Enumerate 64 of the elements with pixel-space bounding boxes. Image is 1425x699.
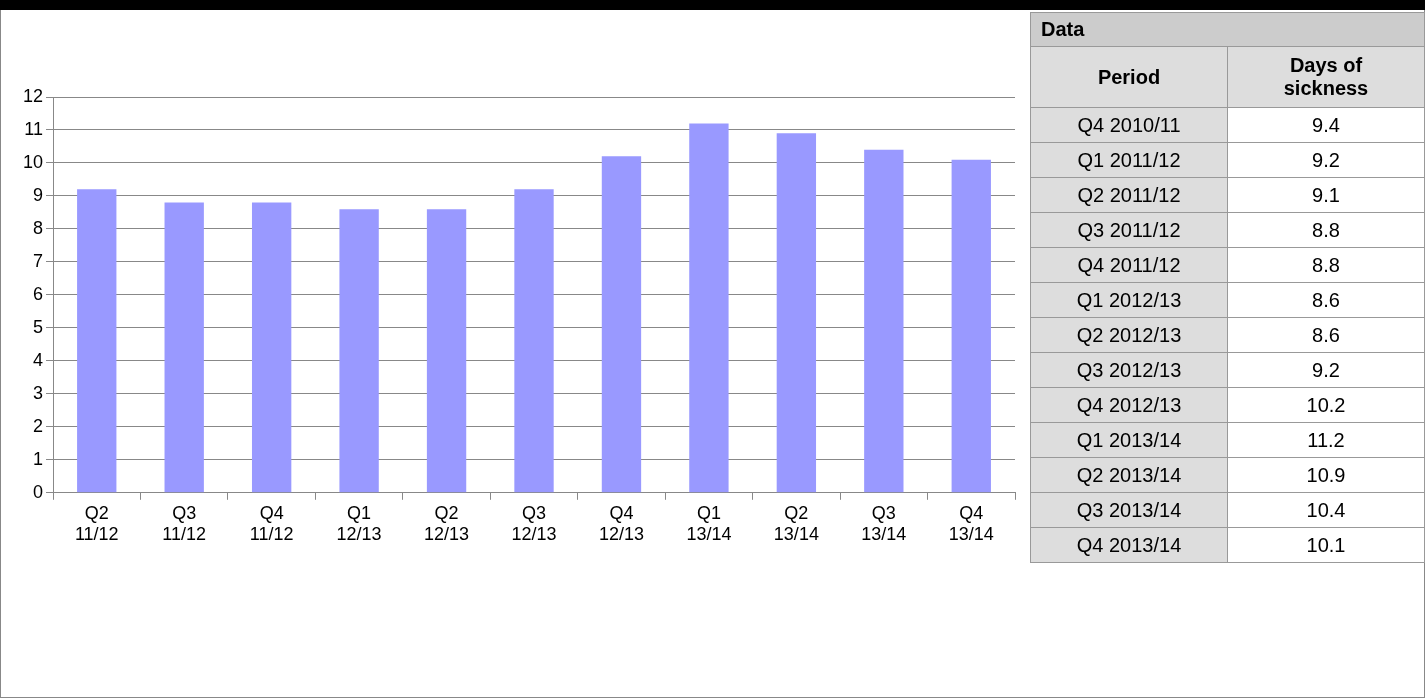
category-label: Q1 2011/12 bbox=[1030, 142, 1228, 178]
category-label: Q3 2011/12 bbox=[1030, 212, 1228, 248]
y-tick-label: 6 bbox=[33, 283, 44, 304]
y-tick-label: 10 bbox=[22, 151, 44, 172]
data-label: 10.4 bbox=[1227, 492, 1425, 528]
category-label: Q3 2013/14 bbox=[1030, 492, 1228, 528]
data-label: 8.8 bbox=[1227, 247, 1425, 283]
y-tick-label: 0 bbox=[33, 481, 44, 502]
bar bbox=[864, 149, 904, 493]
category-label: Q1 2013/14 bbox=[1030, 422, 1228, 458]
bar bbox=[689, 123, 729, 493]
x-tick-label: Q3 12/13 bbox=[511, 502, 557, 545]
y-tick-label: 11 bbox=[24, 118, 44, 139]
data-label: 8.8 bbox=[1227, 212, 1425, 248]
y-tick-label: 5 bbox=[33, 316, 44, 337]
bar bbox=[601, 156, 642, 493]
category-label: Q4 2013/14 bbox=[1030, 527, 1228, 563]
x-tick-label: Q4 12/13 bbox=[598, 502, 644, 545]
data-label: 10.1 bbox=[1227, 527, 1425, 563]
x-tick-label: Q3 13/14 bbox=[861, 502, 907, 545]
category-label: Q2 2012/13 bbox=[1030, 317, 1228, 353]
y-tick-label: 1 bbox=[33, 448, 44, 469]
category-label: Q4 2010/11 bbox=[1030, 107, 1228, 143]
text: Days of sickness bbox=[1227, 46, 1425, 108]
data-label: 10.2 bbox=[1227, 387, 1425, 423]
category-label: Q2 2011/12 bbox=[1030, 177, 1228, 213]
bar bbox=[426, 209, 467, 493]
x-tick-label: Q1 12/13 bbox=[336, 502, 382, 545]
x-tick-label: Q4 11/12 bbox=[249, 502, 294, 545]
text: Data bbox=[1030, 12, 1425, 47]
x-tick-label: Q2 11/12 bbox=[74, 502, 119, 545]
data-label: 8.6 bbox=[1227, 282, 1425, 318]
y-tick-label: 12 bbox=[22, 85, 44, 106]
bar bbox=[339, 209, 379, 493]
y-tick-label: 4 bbox=[33, 349, 44, 370]
category-label: Q4 2012/13 bbox=[1030, 387, 1228, 423]
x-tick-label: Q4 13/14 bbox=[948, 502, 994, 545]
x-tick-label: Q2 13/14 bbox=[773, 502, 819, 545]
bar bbox=[164, 202, 204, 493]
category-label: Q2 2013/14 bbox=[1030, 457, 1228, 493]
category-label: Q3 2012/13 bbox=[1030, 352, 1228, 388]
text: Period bbox=[1030, 46, 1228, 108]
data-label: 9.2 bbox=[1227, 352, 1425, 388]
y-tick-label: 3 bbox=[33, 382, 44, 403]
data-label: 9.4 bbox=[1227, 107, 1425, 143]
y-tick-label: 7 bbox=[33, 250, 44, 271]
bar bbox=[514, 189, 554, 493]
y-tick-label: 2 bbox=[33, 415, 44, 436]
bar bbox=[951, 159, 991, 493]
bar bbox=[776, 133, 817, 493]
category-label: Q1 2012/13 bbox=[1030, 282, 1228, 318]
data-label: 9.2 bbox=[1227, 142, 1425, 178]
data-label: 8.6 bbox=[1227, 317, 1425, 353]
y-tick-label: 8 bbox=[33, 217, 44, 238]
bar bbox=[77, 189, 117, 493]
x-tick-label: Q1 13/14 bbox=[686, 502, 732, 545]
bar bbox=[251, 202, 292, 493]
data-label: 11.2 bbox=[1227, 422, 1425, 458]
data-label: 9.1 bbox=[1227, 177, 1425, 213]
data-label: 10.9 bbox=[1227, 457, 1425, 493]
x-tick-label: Q2 12/13 bbox=[424, 502, 470, 545]
x-tick-label: Q3 11/12 bbox=[162, 502, 207, 545]
y-tick-label: 9 bbox=[33, 184, 44, 205]
category-label: Q4 2011/12 bbox=[1030, 247, 1228, 283]
